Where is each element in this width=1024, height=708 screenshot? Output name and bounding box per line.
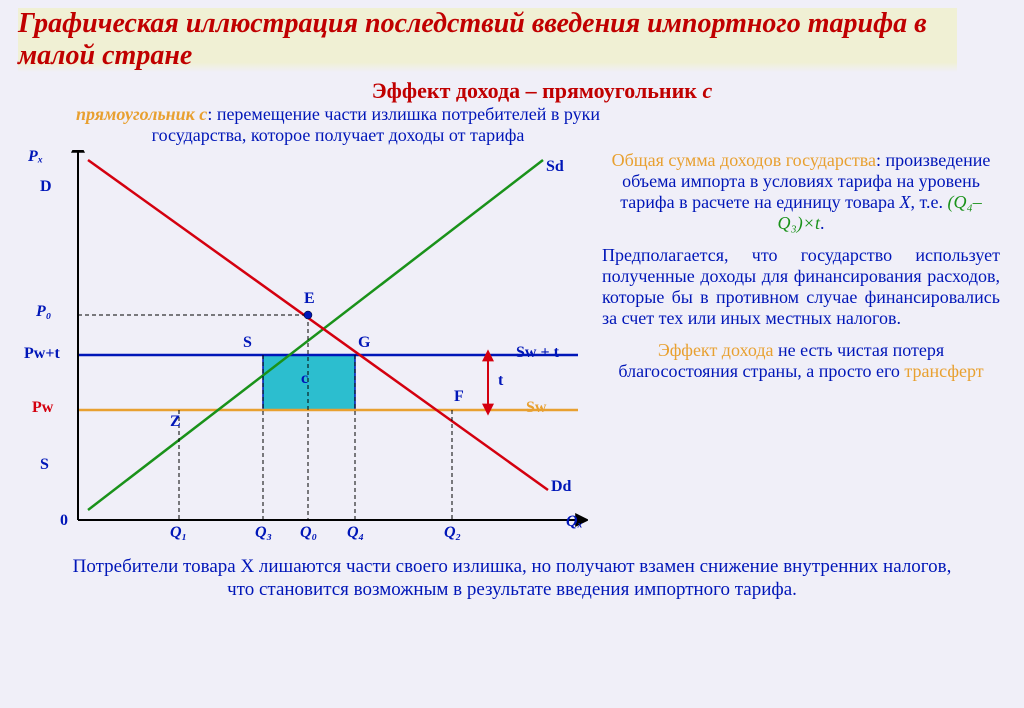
description: прямоугольник c: перемещение части излиш…: [48, 104, 628, 145]
p3-trans: трансферт: [904, 361, 983, 381]
footer: Потребители товара X лишаются части свое…: [18, 556, 1006, 602]
pwt-label: Pw+t: [24, 345, 60, 363]
p3-lead: Эффект дохода: [658, 340, 774, 360]
subtitle-prefix: Эффект дохода – прямоугольник: [372, 78, 703, 103]
sw-line-label: Sw: [526, 399, 546, 417]
title-text: Графическая иллюстрация последствий введ…: [18, 8, 927, 71]
c-region-label: c: [301, 370, 308, 388]
q0-label: Q₀: [300, 524, 317, 542]
q3-label: Q₃: [255, 524, 272, 542]
description-rest: : перемещение части излишка потребителей…: [152, 104, 600, 145]
p1-x: X: [900, 192, 911, 212]
p1-ie: , т.е.: [911, 192, 948, 212]
s-point-label: S: [243, 334, 252, 352]
d-label: D: [40, 178, 52, 196]
slide-title: Графическая иллюстрация последствий введ…: [18, 8, 957, 72]
q4-label: Q₄: [347, 524, 364, 542]
q2-label: Q₂: [444, 524, 461, 542]
p2: Предполагается, что государство использу…: [602, 245, 1000, 330]
s-corner-label: S: [40, 456, 49, 474]
q1-label: Q₁: [170, 524, 187, 542]
dd-label: Dd: [551, 478, 571, 496]
f-point-label: F: [454, 388, 464, 406]
g-point-label: G: [358, 334, 370, 352]
swt-line-label: Sw + t: [516, 344, 559, 362]
main-row: Pₓ Qₓ 0 D Sd Dd Sw + t Sw Pw+t Pw P₀ S E…: [18, 150, 1006, 550]
t-brace-label: t: [498, 372, 503, 390]
subtitle: Эффект дохода – прямоугольник c: [78, 78, 1006, 104]
chart: Pₓ Qₓ 0 D Sd Dd Sw + t Sw Pw+t Pw P₀ S E…: [18, 150, 588, 550]
sd-label: Sd: [546, 158, 564, 176]
subtitle-var: c: [702, 78, 712, 103]
z-point-label: Z: [170, 413, 181, 431]
y-axis-label: Pₓ: [28, 148, 43, 166]
p1-lead: Общая сумма доходов государства: [612, 150, 876, 170]
chart-svg: [18, 150, 588, 550]
origin-label: 0: [60, 512, 68, 530]
side-text: Общая сумма доходов государства: произве…: [602, 150, 1006, 392]
description-lead: прямоугольник c: [76, 104, 207, 124]
e-point-label: E: [304, 290, 315, 308]
x-axis-label: Qₓ: [566, 513, 583, 531]
p0-label: P₀: [36, 303, 51, 321]
pw-label: Pw: [32, 399, 53, 417]
